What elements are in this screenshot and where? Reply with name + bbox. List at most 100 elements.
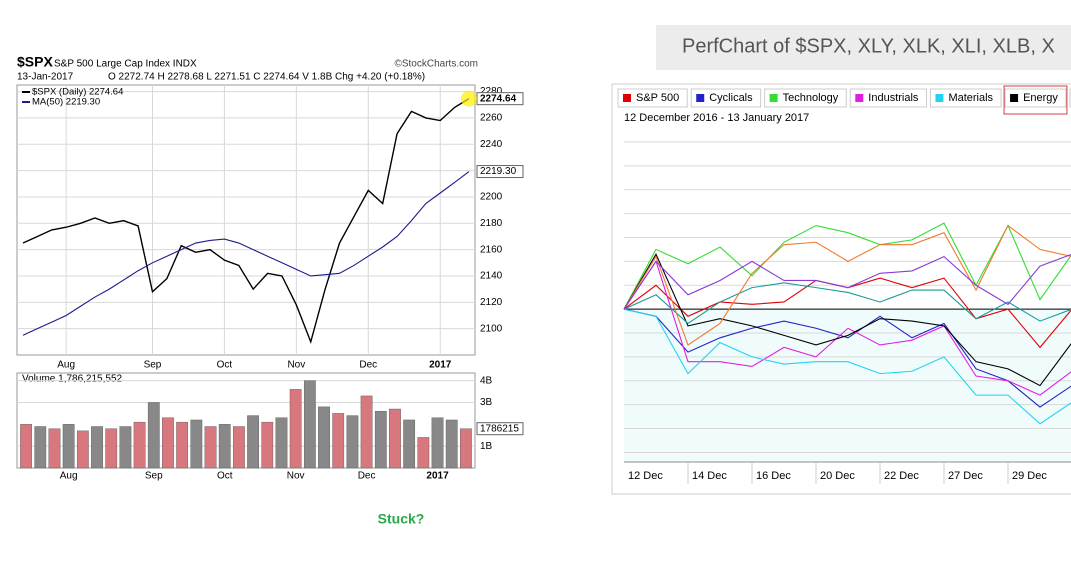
legend-item[interactable] [690, 88, 762, 108]
legend-item[interactable] [764, 88, 847, 108]
volume-bar [332, 413, 345, 469]
x-tick-label: Aug [60, 471, 78, 482]
x-tick-label: 16 Dec [756, 470, 791, 482]
y-tick-label: 2160 [480, 244, 503, 255]
legend-label: Industrials [868, 92, 919, 104]
x-tick-label: Sep [145, 471, 163, 482]
legend-item[interactable] [929, 88, 1002, 108]
y-tick-label: 2100 [480, 323, 503, 334]
legend-label: Technology [783, 92, 839, 104]
y-tick-label: 4B [480, 375, 493, 386]
volume-bar [445, 419, 458, 469]
x-tick-label: 22 Dec [884, 470, 919, 482]
legend-highlight [1003, 85, 1068, 115]
legend-item[interactable] [1069, 88, 1071, 108]
volume-bar [76, 430, 89, 469]
volume-bar [119, 426, 132, 469]
last-value-label: 1786215 [480, 423, 519, 434]
volume-bar [389, 408, 401, 469]
y-tick-label: 2120 [480, 297, 503, 308]
quote: O 2272.74 H 2278.68 L 2271.51 C 2274.64 … [108, 72, 425, 83]
legend-label: $SPX (Daily) 2274.64 [32, 87, 123, 98]
legend-swatch [696, 94, 705, 102]
volume-bar [289, 389, 302, 469]
x-tick-label: 12 Dec [628, 470, 663, 482]
volume-bar [247, 415, 259, 469]
legend-item[interactable] [617, 88, 688, 108]
x-tick-label: Dec [359, 360, 377, 371]
legend-swatch [1010, 94, 1019, 102]
perf-title-box [656, 25, 1071, 70]
x-tick-label: 20 Dec [820, 470, 855, 482]
series-line [623, 253, 1071, 310]
legend-item[interactable] [1004, 88, 1067, 108]
x-tick-label: Aug [57, 360, 75, 371]
y-tick-label: 3B [480, 397, 493, 408]
x-tick-label: Oct [217, 471, 233, 482]
legend-label: Materials [948, 92, 993, 104]
negative-zone [624, 309, 1071, 462]
x-tick-label: Nov [287, 360, 305, 371]
volume-bar [218, 424, 231, 469]
last-value-label: 2274.64 [480, 93, 517, 104]
legend-label: Cyclicals [709, 92, 753, 104]
volume-bar [460, 428, 472, 469]
series-line [623, 308, 1071, 425]
last-value-box [476, 422, 524, 436]
volume-legend: Volume 1,786,215,552 [22, 374, 123, 385]
x-tick-label: Nov [287, 471, 305, 482]
volume-bar [318, 406, 330, 469]
volume-bar [233, 426, 245, 469]
legend-swatch [935, 94, 944, 102]
legend-item[interactable] [849, 88, 927, 108]
series-line [22, 98, 470, 345]
y-tick-label: 2240 [480, 139, 503, 150]
series-line [22, 171, 470, 336]
series-line [623, 308, 1071, 408]
series-line [623, 252, 1071, 387]
date: 13-Jan-2017 [17, 72, 74, 83]
volume-bar [275, 417, 288, 469]
volume-bar [261, 421, 274, 469]
x-tick-label: Dec [358, 471, 376, 482]
volume-bar [133, 421, 146, 469]
x-tick-label: 27 Dec [948, 470, 983, 482]
last-value-box [476, 165, 524, 179]
x-tick-label: 2017 [429, 360, 452, 371]
last-highlight [461, 90, 477, 107]
volume-bar [20, 424, 32, 469]
volume-bar [303, 380, 316, 469]
legend-swatch [623, 94, 631, 102]
x-tick-label: 29 Dec [1012, 470, 1047, 482]
annotation: Stuck? [378, 511, 425, 527]
volume-bar [204, 426, 217, 469]
volume-bar [360, 395, 373, 469]
last-value-label: 2219.30 [480, 166, 517, 177]
series-line [623, 260, 1071, 396]
volume-bar [105, 428, 118, 469]
y-tick-label: 2140 [480, 271, 503, 282]
legend-label: MA(50) 2219.30 [32, 97, 100, 108]
symbol: $SPX [17, 54, 53, 70]
volume-bar [431, 417, 444, 469]
y-tick-label: 2280 [480, 86, 503, 97]
perf-title: PerfChart of $SPX, XLY, XLK, XLI, XLB, X [682, 35, 1055, 57]
volume-bar [34, 426, 47, 469]
y-tick-label: 2260 [480, 113, 503, 124]
y-tick-label: 1B [480, 441, 493, 452]
legend-swatch [769, 94, 778, 102]
series-line [623, 282, 1071, 325]
y-tick-label: 2200 [480, 192, 503, 203]
volume-bar [374, 411, 387, 469]
volume-bar [176, 421, 189, 469]
volume-bar [346, 415, 359, 469]
x-tick-label: Sep [144, 360, 162, 371]
source: ©StockCharts.com [394, 59, 478, 70]
series-line [623, 224, 1071, 346]
x-tick-label: 2017 [426, 471, 449, 482]
price-panel [16, 84, 476, 356]
legend-swatch [855, 94, 864, 102]
y-tick-label: 2180 [480, 218, 503, 229]
volume-bar [147, 402, 160, 469]
